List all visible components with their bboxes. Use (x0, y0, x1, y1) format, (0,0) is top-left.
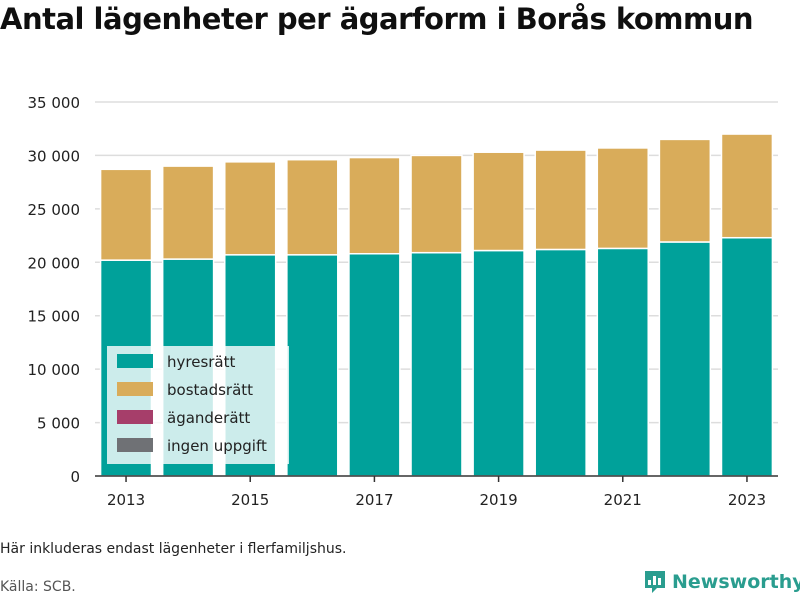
x-tick-label: 2017 (355, 491, 393, 509)
bar-segment (658, 241, 712, 477)
bar-segment (720, 236, 774, 477)
y-tick-label: 5 000 (37, 415, 80, 433)
y-tick-label: 30 000 (28, 147, 81, 165)
legend-swatch (117, 438, 153, 452)
bar-segment (410, 154, 463, 254)
bar-segment (348, 252, 401, 477)
newsworthy-logo[interactable]: Newsworthy (644, 570, 800, 594)
legend-label: bostadsrätt (167, 381, 253, 399)
bar-segment (286, 158, 339, 256)
bar-segment (472, 151, 525, 252)
legend-swatch (117, 410, 153, 424)
bar-segment (286, 254, 339, 477)
bar-segment (658, 138, 712, 243)
x-axis-ticks: 2013 2015 2017 2019 2021 2023 (95, 475, 778, 509)
y-tick-label: 10 000 (28, 361, 81, 379)
x-tick-label: 2021 (604, 491, 642, 509)
y-tick-label: 35 000 (28, 94, 81, 112)
y-tick-label: 20 000 (28, 254, 81, 272)
bar-segment (534, 248, 587, 477)
bar-segment (224, 161, 277, 256)
y-axis-ticks: 0 5 000 10 000 15 000 20 000 25 000 30 000 35 0… (28, 94, 81, 486)
legend-label: äganderätt (167, 409, 250, 427)
chart-title: Antal lägenheter per ägarform i Borås ko… (0, 2, 754, 36)
bar-segment (348, 156, 401, 255)
source-text: Källa: SCB. (0, 579, 76, 595)
bar-segment (161, 165, 215, 260)
newsworthy-chart-icon (645, 571, 665, 593)
y-tick-label: 15 000 (28, 308, 81, 326)
bar-segment (720, 133, 774, 239)
stacked-bar-chart: 0 5 000 10 000 15 000 20 000 25 000 30 000 35 0… (28, 94, 778, 509)
bar-segment (99, 168, 153, 261)
bar-segment (596, 247, 649, 477)
brand-name: Newsworthy (672, 571, 800, 593)
legend-swatch (117, 354, 153, 368)
bar-segment (410, 251, 463, 477)
legend-label: ingen uppgift (167, 437, 267, 455)
x-tick-label: 2013 (107, 491, 145, 509)
bar-segment (534, 149, 587, 251)
y-tick-label: 25 000 (28, 201, 81, 219)
legend-swatch (117, 382, 153, 396)
x-tick-label: 2023 (728, 491, 766, 509)
x-tick-label: 2019 (479, 491, 517, 509)
chart-note: Här inkluderas endast lägenheter i flerf… (0, 541, 347, 557)
y-tick-label: 0 (70, 468, 80, 486)
legend-label: hyresrätt (167, 353, 236, 371)
bar-segment (472, 249, 525, 477)
x-tick-label: 2015 (231, 491, 269, 509)
legend: hyresrätt bostadsrätt äganderätt ingen uppg… (107, 346, 289, 464)
bar-segment (596, 147, 649, 250)
